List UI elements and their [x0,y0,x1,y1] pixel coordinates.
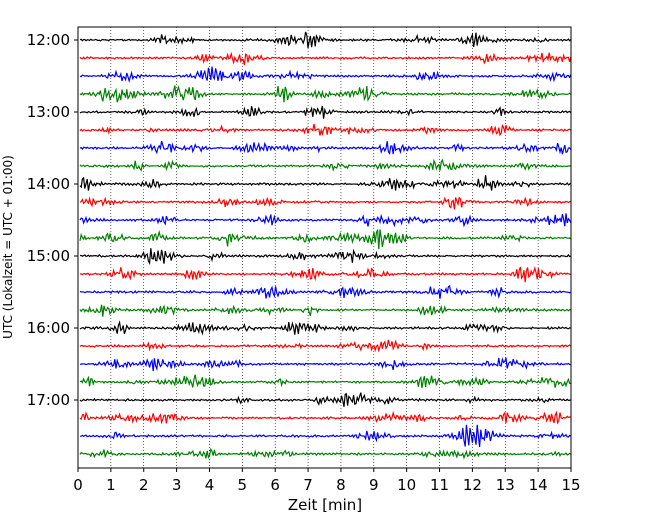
trace-17:30 [79,424,572,447]
x-tick-label-3: 3 [172,476,182,494]
trace-13:45 [79,158,571,172]
trace-14:30 [79,213,572,228]
x-axis-label: Zeit [min] [288,496,362,514]
trace-15:30 [79,284,572,299]
x-axis-ticks: 0 1 2 3 4 5 6 7 8 9 10 11 12 13 14 15 [73,468,581,494]
x-tick-label-6: 6 [270,476,280,494]
trace-12:30 [79,66,572,84]
trace-15:00 [79,248,571,266]
x-tick-label-0: 0 [73,476,83,494]
x-tick-label-13: 13 [496,476,515,494]
trace-14:15 [79,196,572,210]
y-tick-label-13:00: 13:00 [27,103,70,121]
x-tick-label-4: 4 [205,476,215,494]
y-tick-label-16:00: 16:00 [27,319,70,337]
x-tick-label-15: 15 [561,476,580,494]
x-tick-label-12: 12 [463,476,482,494]
trace-17:15 [79,410,571,425]
trace-12:00 [79,31,572,49]
trace-16:00 [79,320,571,336]
y-tick-label-17:00: 17:00 [27,391,70,409]
trace-17:00 [79,392,571,407]
x-tick-label-5: 5 [238,476,248,494]
trace-17:45 [79,447,572,460]
trace-13:00 [79,105,572,119]
trace-14:45 [79,229,572,250]
y-axis-ticks: 12:00 13:00 14:00 15:00 16:00 17:00 [27,31,78,409]
x-tick-label-7: 7 [303,476,313,494]
y-tick-label-15:00: 15:00 [27,247,70,265]
trace-15:15 [79,266,572,283]
trace-12:15 [79,51,572,66]
trace-13:30 [79,140,572,155]
trace-12:45 [79,85,572,103]
y-tick-label-12:00: 12:00 [27,31,70,49]
x-tick-label-8: 8 [336,476,346,494]
x-tick-label-9: 9 [369,476,379,494]
trace-16:45 [79,374,571,389]
y-axis-label: UTC (Lokalzeit = UTC + 01:00) [1,155,15,339]
x-tick-label-2: 2 [139,476,149,494]
x-tick-label-1: 1 [106,476,116,494]
plot-frame [77,26,572,469]
trace-15:45 [79,304,571,317]
x-tick-label-14: 14 [529,476,548,494]
x-tick-label-11: 11 [430,476,449,494]
seismic-traces [79,31,572,460]
trace-13:15 [79,123,572,137]
trace-16:15 [79,339,572,353]
y-tick-label-14:00: 14:00 [27,175,70,193]
trace-14:00 [79,175,572,191]
x-tick-label-10: 10 [397,476,416,494]
trace-16:30 [79,357,571,372]
